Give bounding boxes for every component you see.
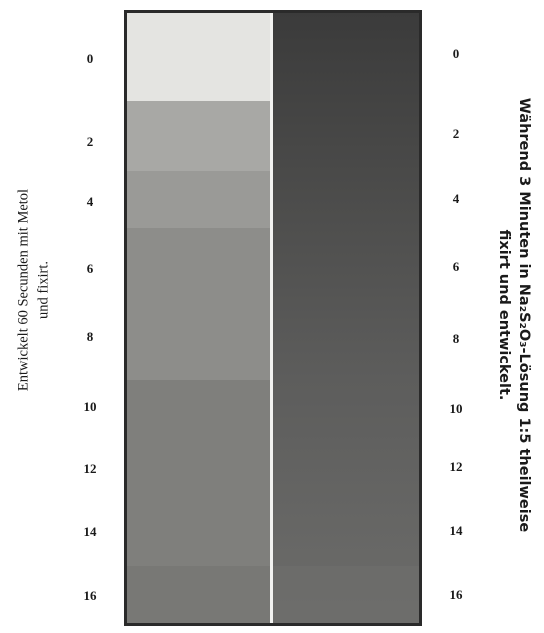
left-scale-label: 8 (87, 329, 94, 344)
left-caption: Entwickelt 60 Secunden mit Metol (15, 189, 31, 391)
left-scale-label: 0 (87, 51, 94, 66)
left-scale-label: 12 (84, 461, 97, 476)
right-scale-label: 12 (450, 459, 463, 474)
right-scale-label: 14 (450, 523, 464, 538)
right-caption: Während 3 Minuten in Na₂S₂O₃-Lösung 1:5 … (516, 98, 532, 533)
right-scale-label: 6 (453, 259, 460, 274)
left-scale-label: 2 (87, 134, 94, 149)
scales: 0 2 4 6 8 10 12 14 16 0 2 4 6 8 10 12 14 16 (84, 46, 464, 603)
left-scale-label: 10 (84, 399, 97, 414)
right-scale-label: 10 (450, 401, 463, 416)
step-band (127, 228, 270, 380)
left-scale-label: 4 (87, 194, 94, 209)
step-band (127, 101, 270, 171)
right-caption: fixirt und entwickelt. (496, 230, 512, 401)
strip-divider (270, 13, 273, 623)
left-scale-label: 16 (84, 588, 98, 603)
right-scale-label: 2 (453, 126, 460, 141)
step-band (273, 566, 419, 623)
step-band (127, 171, 270, 228)
dark-strip (273, 13, 419, 623)
strips (124, 10, 422, 626)
step-band (127, 380, 270, 566)
left-scale-label: 6 (87, 261, 94, 276)
left-scale-label: 14 (84, 524, 98, 539)
right-scale-label: 0 (453, 46, 460, 61)
left-caption: und fixirt. (35, 261, 51, 319)
step-band (127, 13, 270, 101)
step-band (127, 566, 270, 623)
right-scale-label: 8 (453, 331, 460, 346)
right-scale-label: 16 (450, 587, 464, 602)
right-scale-label: 4 (453, 191, 460, 206)
